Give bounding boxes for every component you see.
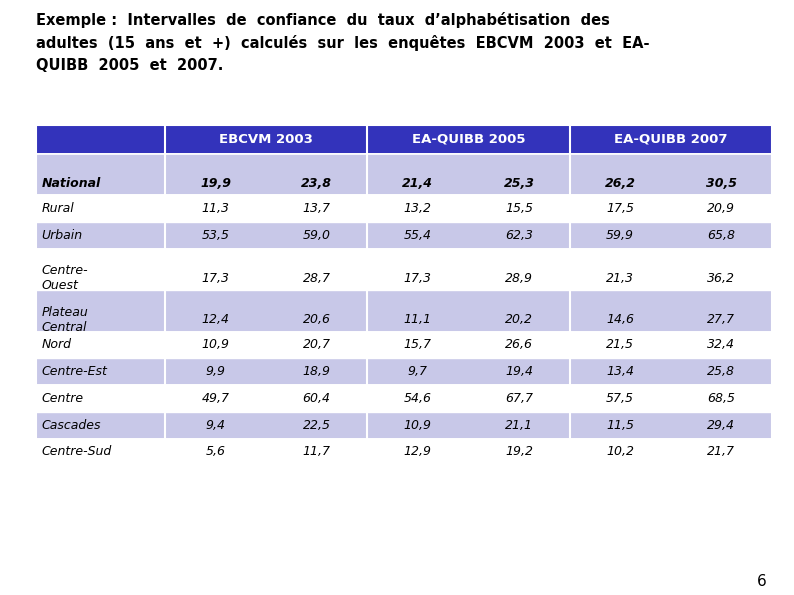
Bar [368,125,569,154]
Text: 23,8: 23,8 [301,177,332,190]
Bar [36,125,772,465]
Text: Cascades: Cascades [41,419,101,431]
Text: 20,2: 20,2 [505,314,533,327]
Text: 11,1: 11,1 [404,314,432,327]
Text: 9,4: 9,4 [206,419,225,431]
Text: 17,3: 17,3 [202,272,229,285]
Text: EBCVM 2003: EBCVM 2003 [219,133,313,146]
Text: 20,7: 20,7 [303,339,330,352]
Text: 19,9: 19,9 [200,177,231,190]
Text: 32,4: 32,4 [707,339,735,352]
Text: 59,9: 59,9 [606,228,634,242]
Text: 55,4: 55,4 [404,228,432,242]
Bar [36,125,165,154]
Text: 26,2: 26,2 [605,177,636,190]
Text: 14,6: 14,6 [606,314,634,327]
Bar [36,195,772,222]
Bar [36,385,772,412]
Text: 62,3: 62,3 [505,228,533,242]
Text: 68,5: 68,5 [707,392,735,405]
Text: 21,5: 21,5 [606,339,634,352]
Text: 25,3: 25,3 [503,177,534,190]
Bar [36,290,772,331]
Text: 27,7: 27,7 [707,314,735,327]
Text: 10,9: 10,9 [404,419,432,431]
Bar [36,439,772,465]
Text: National: National [41,177,101,190]
Text: 10,9: 10,9 [202,339,229,352]
Text: 10,2: 10,2 [606,446,634,458]
Text: 11,5: 11,5 [606,419,634,431]
Text: 20,6: 20,6 [303,314,330,327]
Text: 6: 6 [757,574,766,589]
Text: 9,9: 9,9 [206,365,225,378]
Text: 22,5: 22,5 [303,419,330,431]
Text: Centre-
Ouest: Centre- Ouest [41,264,88,292]
Text: 12,4: 12,4 [202,314,229,327]
Text: 26,6: 26,6 [505,339,533,352]
Text: 15,5: 15,5 [505,202,533,215]
Text: 11,3: 11,3 [202,202,229,215]
Text: 13,7: 13,7 [303,202,330,215]
Bar [569,125,772,154]
Text: 60,4: 60,4 [303,392,330,405]
Text: 36,2: 36,2 [707,272,735,285]
Text: 57,5: 57,5 [606,392,634,405]
Text: Centre-Sud: Centre-Sud [41,446,112,458]
Text: Centre: Centre [41,392,83,405]
Text: 19,2: 19,2 [505,446,533,458]
Bar [36,331,772,358]
Text: 15,7: 15,7 [404,339,432,352]
Text: 19,4: 19,4 [505,365,533,378]
Text: 5,6: 5,6 [206,446,225,458]
Text: 12,9: 12,9 [404,446,432,458]
Text: 59,0: 59,0 [303,228,330,242]
Text: 17,3: 17,3 [404,272,432,285]
Text: Nord: Nord [41,339,71,352]
Text: 53,5: 53,5 [202,228,229,242]
Bar [165,125,368,154]
Text: 30,5: 30,5 [706,177,737,190]
Text: Centre-Est: Centre-Est [41,365,107,378]
Text: 13,4: 13,4 [606,365,634,378]
Text: 67,7: 67,7 [505,392,533,405]
Text: 11,7: 11,7 [303,446,330,458]
Text: Plateau
Central: Plateau Central [41,306,88,334]
Text: 21,1: 21,1 [505,419,533,431]
Text: 17,5: 17,5 [606,202,634,215]
Bar [36,222,772,249]
Text: 20,9: 20,9 [707,202,735,215]
Text: 21,3: 21,3 [606,272,634,285]
Text: 9,7: 9,7 [408,365,428,378]
Bar [36,412,772,439]
Text: 28,9: 28,9 [505,272,533,285]
Text: EA-QUIBB 2005: EA-QUIBB 2005 [412,133,525,146]
Text: EA-QUIBB 2007: EA-QUIBB 2007 [614,133,727,146]
Text: 65,8: 65,8 [707,228,735,242]
Text: 28,7: 28,7 [303,272,330,285]
Bar [36,154,772,195]
Bar [36,249,772,290]
Text: 25,8: 25,8 [707,365,735,378]
Bar [36,358,772,385]
Text: 13,2: 13,2 [404,202,432,215]
Text: 49,7: 49,7 [202,392,229,405]
Text: 54,6: 54,6 [404,392,432,405]
Text: Urbain: Urbain [41,228,83,242]
Text: 29,4: 29,4 [707,419,735,431]
Text: Rural: Rural [41,202,75,215]
Text: 21,7: 21,7 [707,446,735,458]
Text: 21,4: 21,4 [403,177,434,190]
Text: 18,9: 18,9 [303,365,330,378]
Text: Exemple :  Intervalles  de  confiance  du  taux  d’alphabétisation  des
adultes : Exemple : Intervalles de confiance du ta… [36,12,649,73]
